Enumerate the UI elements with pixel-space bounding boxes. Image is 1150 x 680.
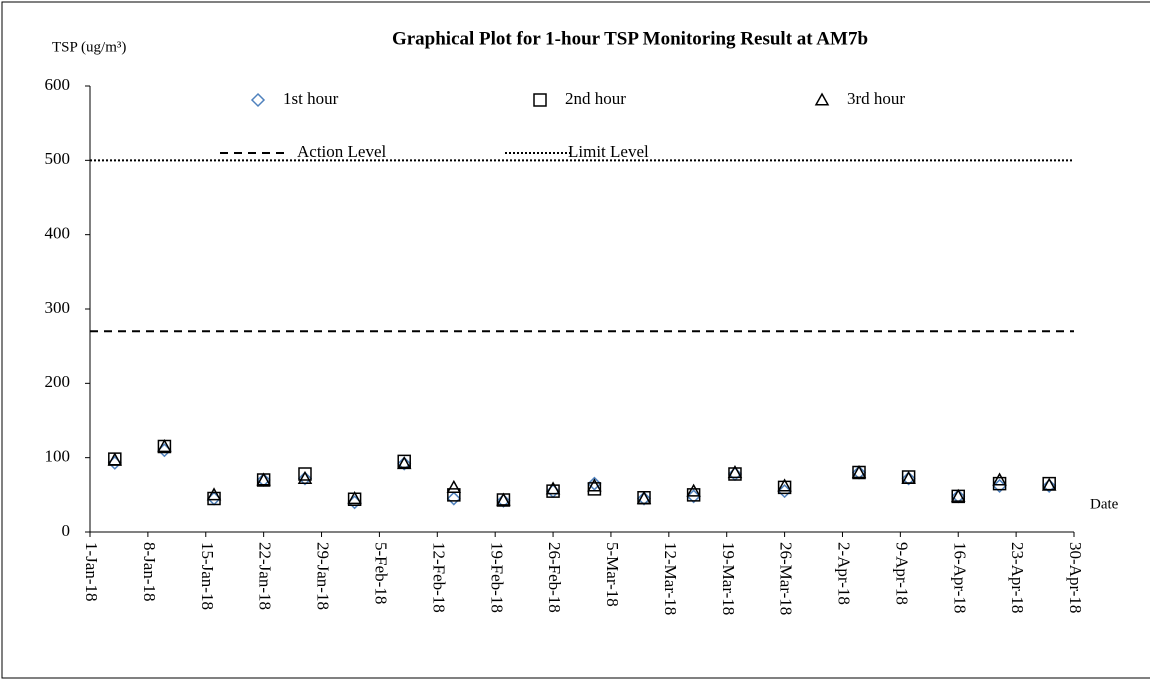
data-point [446, 491, 461, 506]
x-tick-label: 19-Mar-18 [719, 542, 738, 615]
data-point [686, 489, 701, 504]
data-point [207, 491, 221, 506]
data-point [901, 470, 916, 485]
legend-marker [814, 92, 830, 106]
x-tick-label: 19-Feb-18 [487, 542, 506, 613]
x-tick-label: 12-Mar-18 [661, 542, 680, 615]
x-axis-label: Date [1090, 496, 1119, 512]
x-tick-label: 22-Jan-18 [256, 542, 275, 610]
data-point [347, 495, 362, 510]
x-tick-label: 5-Feb-18 [372, 542, 391, 604]
legend-label: Action Level [297, 142, 386, 161]
data-point [1041, 477, 1057, 491]
data-point [157, 439, 172, 454]
legend-label: 2nd hour [565, 89, 626, 108]
data-point [447, 488, 461, 502]
data-point [587, 478, 602, 492]
legend-marker [533, 93, 547, 107]
data-point [587, 476, 602, 491]
y-axis-label: TSP (ug/m³) [52, 39, 126, 55]
data-point [851, 464, 867, 479]
data-point [396, 456, 412, 470]
data-point [397, 456, 412, 471]
data-point [1042, 478, 1057, 493]
x-tick-label: 26-Mar-18 [777, 542, 796, 615]
y-tick-label: 600 [45, 75, 71, 94]
legend-label: 3rd hour [847, 89, 905, 108]
data-point [901, 471, 916, 486]
x-tick-label: 16-Apr-18 [950, 542, 969, 613]
data-point [446, 479, 462, 493]
legend-marker [250, 92, 266, 108]
x-tick-label: 15-Jan-18 [198, 542, 217, 610]
legend-label: 1st hour [283, 89, 339, 108]
x-tick-label: 5-Mar-18 [603, 542, 622, 607]
legend-label: Limit Level [568, 142, 649, 161]
data-point [727, 464, 743, 479]
data-point [496, 492, 511, 506]
data-point [992, 478, 1007, 493]
x-tick-label: 23-Apr-18 [1008, 542, 1027, 613]
y-tick-label: 200 [45, 372, 71, 391]
data-point [297, 470, 313, 485]
data-point [107, 452, 123, 466]
data-point [636, 491, 652, 505]
chart-title: Graphical Plot for 1-hour TSP Monitoring… [392, 28, 868, 49]
data-point [206, 487, 222, 501]
y-tick-label: 100 [45, 447, 71, 466]
data-point [852, 465, 866, 480]
data-point [157, 438, 172, 453]
data-point [347, 491, 362, 505]
x-tick-label: 29-Jan-18 [314, 542, 333, 610]
data-point [992, 472, 1007, 486]
data-point [206, 491, 222, 506]
data-point [777, 478, 792, 492]
data-point [545, 481, 561, 495]
x-tick-label: 8-Jan-18 [140, 542, 159, 601]
data-point [951, 489, 965, 504]
data-point [298, 467, 312, 481]
x-tick-label: 9-Apr-18 [892, 542, 911, 605]
data-point [297, 471, 313, 486]
x-tick-label: 30-Apr-18 [1066, 542, 1085, 613]
y-tick-label: 300 [45, 298, 71, 317]
data-point [496, 493, 511, 507]
data-point [686, 483, 701, 497]
data-point [256, 472, 271, 486]
x-tick-label: 26-Feb-18 [545, 542, 564, 613]
x-tick-label: 12-Feb-18 [429, 542, 448, 613]
data-point [347, 492, 362, 507]
y-tick-label: 500 [45, 149, 71, 168]
data-point [950, 488, 966, 502]
y-tick-label: 0 [62, 521, 71, 540]
x-tick-label: 2-Apr-18 [835, 542, 854, 605]
x-tick-label: 1-Jan-18 [82, 542, 101, 601]
data-point [256, 473, 271, 487]
data-point [777, 484, 792, 499]
data-point [157, 443, 172, 458]
y-tick-label: 400 [45, 224, 71, 243]
